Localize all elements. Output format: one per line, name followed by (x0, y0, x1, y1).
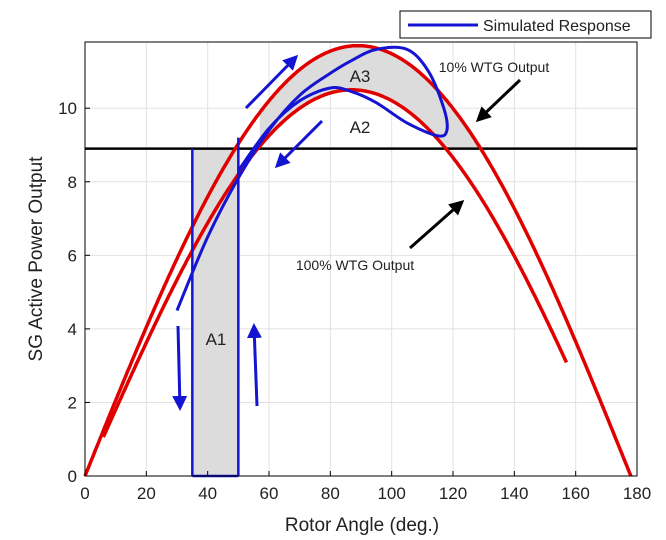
y-tick-label: 8 (68, 173, 77, 192)
y-tick-label: 10 (58, 99, 77, 118)
curve-100pct-wtg (101, 88, 569, 438)
legend: Simulated Response (399, 10, 652, 39)
x-tick-label: 60 (260, 484, 279, 503)
arrow-100pct-icon (409, 200, 465, 250)
y-tick-label: 4 (68, 320, 77, 339)
x-axis-label: Rotor Angle (deg.) (285, 515, 439, 536)
arrow-10pct-icon (475, 78, 522, 123)
curves (83, 43, 637, 478)
y-tick-label: 0 (68, 467, 77, 486)
annotation-10pct: 10% WTG Output (439, 59, 550, 75)
y-tick-label: 2 (68, 393, 77, 412)
simulated-response-line (175, 45, 449, 312)
arrow-down-left-icon (274, 119, 324, 169)
shaded-region-a1 (192, 148, 239, 476)
axes (84, 41, 638, 477)
x-tick-label: 40 (198, 484, 217, 503)
arrow-up-right-icon (244, 54, 299, 110)
x-tick-label: 20 (137, 484, 156, 503)
plot-frame (84, 41, 638, 477)
region-label-a3: A3 (350, 67, 371, 86)
labels: 0 20 40 60 80 100 120 140 160 180 0 2 4 6 8 10 10% WTG O… (58, 59, 651, 503)
curve-10pct-wtg (83, 43, 633, 477)
y-axis-label: SG Active Power Output (26, 156, 47, 362)
x-tick-label: 0 (80, 484, 89, 503)
y-tick-label: 6 (68, 246, 77, 265)
x-tick-label: 120 (439, 484, 467, 503)
arrow-down-icon (172, 325, 188, 411)
shaded-regions (192, 45, 481, 476)
region-label-a1: A1 (206, 330, 227, 349)
legend-label: Simulated Response (483, 18, 631, 35)
x-tick-label: 160 (561, 484, 589, 503)
arrow-up-icon (246, 323, 262, 407)
x-tick-label: 180 (623, 484, 651, 503)
region-label-a2: A2 (350, 118, 371, 137)
x-tick-label: 100 (377, 484, 405, 503)
annotation-100pct: 100% WTG Output (296, 257, 414, 273)
x-tick-label: 140 (500, 484, 528, 503)
shaded-region-a2-a3 (259, 45, 481, 149)
x-tick-label: 80 (321, 484, 340, 503)
annotation-arrows (172, 54, 522, 411)
